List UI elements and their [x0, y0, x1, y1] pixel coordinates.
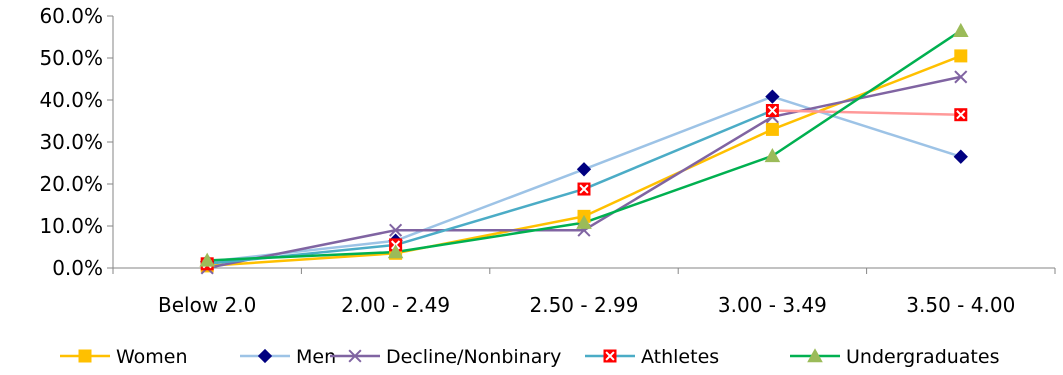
data-point-decline-nonbinary	[389, 223, 403, 237]
y-axis-ticks: 0.0% 10.0% 20.0% 30.0% 40.0% 50.0% 60.0%	[39, 4, 113, 280]
series-line-undergraduates	[394, 221, 586, 254]
y-tick-label: 20.0%	[39, 172, 103, 196]
y-tick-label: 40.0%	[39, 88, 103, 112]
series-line-undergraduates	[771, 29, 963, 158]
x-tick-label: 2.50 - 2.99	[530, 293, 639, 317]
series-line-athletes	[205, 243, 397, 266]
legend-item-undergraduates: Undergraduates	[790, 346, 999, 368]
legend-label: Undergraduates	[846, 346, 999, 368]
data-point-undergraduates	[576, 214, 592, 229]
x-tick-label: 3.00 - 3.49	[718, 293, 827, 317]
series-line-men	[582, 95, 774, 171]
data-point-undergraduates	[764, 148, 781, 163]
y-tick-label: 50.0%	[39, 46, 103, 70]
series-line-athletes	[394, 187, 586, 247]
data-point-women	[954, 49, 968, 63]
y-tick-label: 10.0%	[39, 214, 103, 238]
legend-marker	[603, 349, 617, 363]
legend-marker	[257, 348, 273, 364]
y-tick-label: 60.0%	[39, 4, 103, 28]
data-point-decline-nonbinary	[954, 70, 968, 84]
series-line-athletes	[582, 109, 774, 191]
series-line-undergraduates	[582, 154, 774, 224]
series-line-undergraduates	[205, 250, 397, 262]
legend-label: Men	[296, 346, 336, 368]
y-tick-label: 0.0%	[52, 256, 103, 280]
data-point-undergraduates	[199, 252, 215, 267]
data-point-athletes	[577, 182, 591, 196]
data-point-women	[765, 122, 779, 136]
legend-marker	[348, 349, 362, 363]
series-markers	[199, 22, 969, 275]
legend-marker	[807, 348, 823, 363]
legend-label: Athletes	[641, 346, 719, 368]
data-point-men	[953, 149, 968, 164]
data-point-athletes	[954, 108, 968, 122]
y-tick-label: 30.0%	[39, 130, 103, 154]
legend-marker	[78, 349, 92, 363]
x-axis-ticks: Below 2.0 2.00 - 2.49 2.50 - 2.99 3.00 - 3.…	[112, 268, 1056, 317]
data-point-men	[765, 89, 780, 104]
series-line-athletes	[771, 109, 963, 116]
legend-item-decline-nonbinary: Decline/Nonbinary	[330, 346, 561, 368]
data-point-undergraduates	[387, 244, 404, 259]
legend-item-athletes: Athletes	[585, 346, 719, 368]
series-line-decline-nonbinary	[205, 228, 397, 270]
legend-item-women: Women	[60, 346, 188, 368]
chart-legend: Women Men Decline/Nonbinary Athletes Undergr…	[60, 346, 999, 368]
x-tick-label: Below 2.0	[158, 293, 256, 317]
legend-label: Decline/Nonbinary	[386, 346, 561, 368]
x-tick-label: 2.00 - 2.49	[341, 293, 450, 317]
data-point-athletes	[765, 104, 779, 117]
data-point-undergraduates	[953, 22, 969, 37]
legend-item-men: Men	[240, 346, 336, 368]
series-line-women	[205, 252, 397, 268]
series-lines	[205, 29, 963, 270]
legend-label: Women	[116, 346, 188, 368]
x-tick-label: 3.50 - 4.00	[906, 293, 1015, 317]
series-line-men	[771, 95, 963, 158]
series-line-men	[394, 168, 586, 242]
data-point-men	[576, 162, 592, 177]
